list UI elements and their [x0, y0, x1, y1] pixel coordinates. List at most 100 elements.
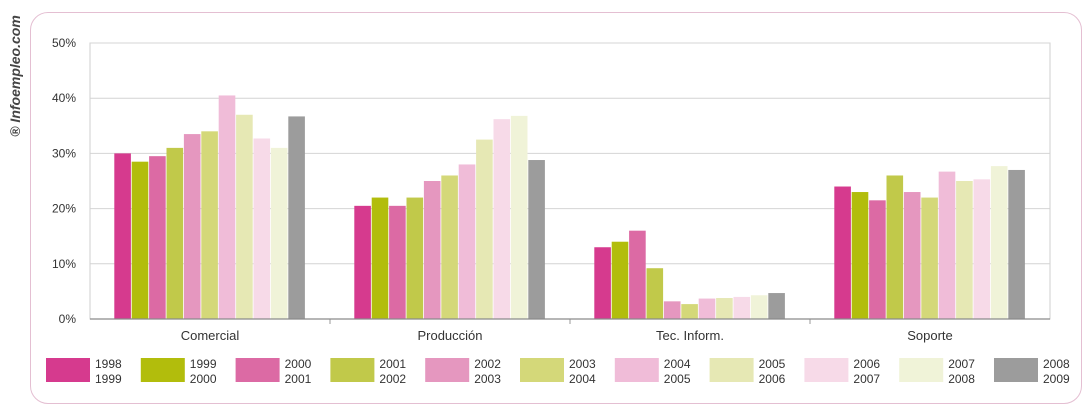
axes: 0% 10% 20% 30% 40% 50% Comercial Producción Tec.…: [52, 36, 1050, 343]
legend-label-line1: 2003: [569, 357, 596, 371]
legend-label-line1: 2002: [474, 357, 501, 371]
bar-2008-2009-comercial: [288, 116, 305, 319]
bar-2001-2002-producci-n: [406, 197, 424, 319]
legend-label-line1: 2008: [1043, 357, 1070, 371]
bar-2000-2001-soporte: [869, 200, 886, 319]
y-tick-label: 10%: [52, 257, 76, 271]
legend-label-line1: 2005: [759, 357, 786, 371]
y-tick-label: 30%: [52, 146, 76, 160]
legend-swatch: [425, 358, 470, 382]
bar-1999-2000-soporte: [851, 192, 869, 319]
legend-label-line1: 1998: [95, 357, 122, 371]
bar-2002-2003-comercial: [183, 134, 201, 319]
bar-2005-2006-producci-n: [476, 139, 493, 319]
legend-swatch: [46, 358, 90, 382]
legend-label-line2: 2003: [474, 372, 501, 386]
legend-label-line2: 1999: [95, 372, 122, 386]
bar-2008-2009-soporte: [1008, 169, 1025, 319]
legend-swatch: [520, 358, 564, 382]
legend-swatch: [235, 358, 280, 382]
bar-1998-1999-comercial: [114, 153, 131, 319]
bar-1999-2000-producci-n: [371, 197, 389, 319]
legend-label-line1: 1999: [190, 357, 217, 371]
y-tick-label: 0%: [59, 312, 77, 326]
legend-label-line2: 2001: [285, 372, 312, 386]
legend-label-line2: 2000: [190, 372, 217, 386]
bar-1999-2000-comercial: [131, 161, 149, 319]
legend-swatch: [994, 358, 1038, 382]
bar-2002-2003-producci-n: [423, 181, 441, 319]
legend-label-line2: 2002: [379, 372, 406, 386]
legend-swatch: [899, 358, 944, 382]
chart-frame: [30, 12, 1082, 404]
bar-2007-2008-tec-inform-: [750, 295, 768, 319]
bar-2007-2008-producci-n: [510, 115, 528, 319]
bar-2002-2003-soporte: [903, 192, 921, 319]
legend-label-line2: 2009: [1043, 372, 1070, 386]
category-label: Tec. Inform.: [656, 328, 724, 343]
legend-label-line2: 2005: [664, 372, 691, 386]
legend-label-line1: 2006: [853, 357, 880, 371]
bar-2004-2005-tec-inform-: [698, 298, 716, 319]
bars: [114, 95, 1025, 320]
bar-2004-2005-comercial: [218, 95, 236, 319]
bar-2005-2006-soporte: [956, 181, 973, 319]
legend-swatch: [709, 358, 754, 382]
legend-label-line1: 2007: [948, 357, 975, 371]
category-label: Comercial: [181, 328, 240, 343]
bar-2005-2006-tec-inform-: [716, 298, 733, 319]
category-label: Soporte: [907, 328, 953, 343]
bar-2001-2002-soporte: [886, 175, 904, 319]
bar-2007-2008-soporte: [990, 166, 1008, 319]
category-label: Producción: [417, 328, 482, 343]
bar-1999-2000-tec-inform-: [611, 241, 629, 319]
bar-2001-2002-tec-inform-: [646, 268, 664, 319]
legend-swatch: [140, 358, 185, 382]
bar-2000-2001-producci-n: [389, 205, 406, 319]
bar-1998-1999-soporte: [834, 186, 851, 319]
bar-2002-2003-tec-inform-: [663, 301, 681, 319]
legend-label-line1: 2001: [379, 357, 406, 371]
legend-label-line1: 2004: [664, 357, 691, 371]
y-tick-label: 50%: [52, 36, 76, 50]
bar-2006-2007-producci-n: [493, 119, 511, 320]
bar-2004-2005-soporte: [938, 171, 956, 319]
legend-label-line2: 2006: [759, 372, 786, 386]
bar-1998-1999-tec-inform-: [594, 247, 611, 319]
bar-2008-2009-tec-inform-: [768, 293, 785, 319]
bar-2000-2001-comercial: [149, 156, 166, 319]
bar-2003-2004-producci-n: [441, 175, 458, 319]
bar-2003-2004-tec-inform-: [681, 304, 698, 319]
legend-swatch: [614, 358, 659, 382]
y-tick-label: 40%: [52, 91, 76, 105]
bar-2004-2005-producci-n: [458, 164, 476, 319]
bar-2001-2002-comercial: [166, 147, 184, 319]
bar-2008-2009-producci-n: [528, 160, 545, 319]
legend: 1998199919992000200020012001200220022003…: [46, 357, 1070, 386]
bar-2006-2007-comercial: [253, 138, 271, 319]
bar-2006-2007-soporte: [973, 179, 991, 319]
y-tick-label: 20%: [52, 202, 76, 216]
bar-1998-1999-producci-n: [354, 205, 371, 319]
bar-2006-2007-tec-inform-: [733, 296, 751, 319]
bar-2007-2008-comercial: [270, 147, 288, 319]
bar-2000-2001-tec-inform-: [629, 230, 646, 319]
legend-label-line2: 2008: [948, 372, 975, 386]
legend-label-line2: 2007: [853, 372, 880, 386]
bar-2005-2006-comercial: [236, 114, 253, 319]
legend-swatch: [330, 358, 375, 382]
bar-2003-2004-soporte: [921, 197, 938, 319]
